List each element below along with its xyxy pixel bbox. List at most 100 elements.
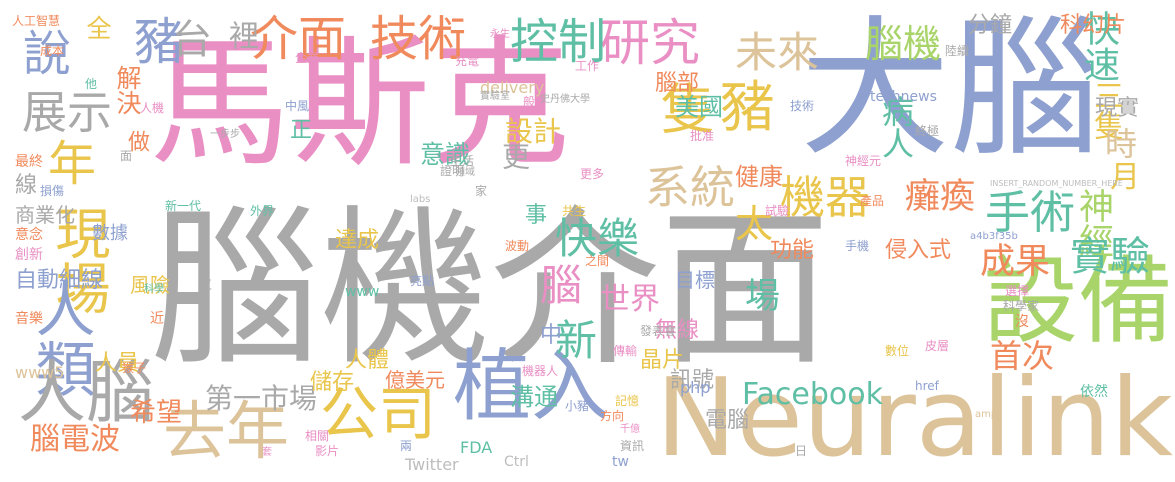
- cloud-word: 研究: [600, 14, 700, 72]
- cloud-word: 溝通: [510, 383, 558, 411]
- cloud-word: 現場: [46, 205, 110, 315]
- cloud-word: www5: [15, 363, 65, 382]
- cloud-word: 隻: [651, 80, 715, 135]
- cloud-word: 永生: [490, 29, 510, 40]
- cloud-word: tw: [612, 454, 629, 470]
- cloud-word: 試驗: [765, 204, 790, 218]
- cloud-word: 史丹佛大學: [540, 94, 590, 105]
- cloud-word: technews: [870, 89, 937, 105]
- cloud-word: 自動細線: [15, 268, 104, 293]
- cloud-word: 實驗: [1070, 234, 1150, 280]
- cloud-word: 千億: [620, 424, 640, 435]
- cloud-word: 人類: [25, 278, 95, 398]
- cloud-word: 波動: [505, 239, 530, 253]
- cloud-word: 訊號: [670, 368, 715, 393]
- cloud-word: 做: [124, 130, 149, 152]
- cloud-word: 共生: [562, 204, 587, 218]
- cloud-word: 腦機介面: [150, 191, 831, 389]
- cloud-word: 癱瘓: [905, 177, 976, 217]
- cloud-word: 解決: [113, 65, 142, 115]
- cloud-word: 億美元: [385, 368, 445, 392]
- cloud-word: 位: [198, 277, 212, 293]
- cloud-word: 數位: [885, 344, 910, 358]
- cloud-word: 影片: [315, 444, 340, 458]
- cloud-word: 意念: [15, 227, 43, 243]
- cloud-word: 沒: [1015, 314, 1029, 330]
- cloud-word: 太: [735, 202, 774, 246]
- cloud-word: 公司: [320, 380, 437, 448]
- cloud-word: 腦: [540, 261, 583, 310]
- cloud-word: 腦機: [865, 22, 942, 66]
- cloud-word: 目標: [675, 268, 715, 292]
- cloud-word: 現實: [1095, 96, 1140, 121]
- cloud-word: 人體: [345, 348, 390, 373]
- cloud-word: Facebook: [742, 377, 883, 412]
- cloud-word: 豬: [720, 75, 776, 139]
- cloud-word: 設計: [505, 115, 562, 148]
- cloud-word: 希望: [130, 398, 183, 428]
- cloud-word: amp: [975, 409, 998, 420]
- cloud-word: 產品: [860, 194, 885, 208]
- cloud-word: 功能: [770, 238, 815, 263]
- cloud-word: 傳輸: [613, 344, 638, 358]
- cloud-word: 人員: [95, 351, 140, 376]
- cloud-word: 正: [290, 118, 313, 143]
- cloud-word: 家: [475, 184, 488, 198]
- cloud-word: 兩: [400, 439, 413, 453]
- cloud-word: 證明: [440, 164, 465, 178]
- cloud-word: 去年: [163, 395, 289, 468]
- cloud-word: 第一市場: [205, 382, 318, 415]
- cloud-word: 科學家: [1003, 299, 1040, 313]
- cloud-word: 套: [262, 447, 272, 458]
- cloud-word: 批准: [690, 129, 715, 143]
- cloud-word: 更多: [580, 167, 605, 181]
- cloud-word: 他: [85, 77, 98, 91]
- cloud-word: INSERT_RANDOM_NUMBER_HERE: [990, 179, 1123, 188]
- cloud-word: 音樂: [15, 311, 43, 327]
- cloud-word: 腦部: [655, 71, 700, 96]
- cloud-word: 台: [165, 18, 211, 58]
- cloud-word: 中: [540, 323, 563, 348]
- cloud-word: 一步步: [210, 129, 240, 140]
- cloud-word: 系統: [645, 161, 736, 214]
- cloud-word: 儲存: [310, 370, 355, 395]
- cloud-word: 機器: [780, 171, 871, 224]
- cloud-word: 手機: [845, 239, 870, 253]
- cloud-word: 全: [83, 15, 112, 40]
- cloud-word: 皮層: [925, 339, 950, 353]
- cloud-word: 侵入式: [885, 238, 952, 263]
- cloud-word: 數據: [92, 223, 128, 244]
- cloud-word: 新: [555, 316, 598, 365]
- cloud-word: 事: [525, 203, 548, 228]
- cloud-word: Twitter: [405, 455, 459, 474]
- cloud-word: 更: [498, 142, 531, 170]
- cloud-word: 日: [795, 444, 808, 458]
- cloud-word: 線: [15, 173, 38, 198]
- cloud-word: 亮點: [410, 274, 435, 288]
- cloud-word: 人機: [140, 101, 165, 115]
- cloud-word: 介面: [250, 11, 347, 67]
- cloud-word: Ctrl: [504, 454, 529, 470]
- cloud-word: href: [915, 379, 939, 393]
- cloud-word: 成果: [980, 242, 1051, 282]
- cloud-word: 面: [120, 149, 133, 163]
- cloud-word: 馬斯克: [150, 23, 571, 186]
- cloud-word: 成本: [40, 44, 65, 58]
- cloud-word: 病人: [877, 95, 915, 159]
- cloud-word: 機器人: [522, 364, 559, 378]
- cloud-word: 中風: [285, 99, 310, 113]
- cloud-word: 時: [1105, 125, 1138, 163]
- cloud-word: 世界: [600, 282, 660, 317]
- cloud-word: 陸續: [945, 44, 970, 58]
- cloud-word: FDA: [460, 438, 493, 457]
- cloud-word: 方向: [600, 409, 625, 423]
- cloud-word: 損傷: [40, 184, 65, 198]
- cloud-word: 終極: [915, 124, 940, 138]
- cloud-word: 人工智慧: [12, 14, 61, 28]
- cloud-word: 裡: [223, 20, 258, 50]
- cloud-word: 未來: [735, 28, 820, 77]
- cloud-word: 腦電波: [30, 422, 120, 457]
- cloud-word: 新一代: [165, 199, 202, 213]
- cloud-word: 充電: [455, 54, 480, 68]
